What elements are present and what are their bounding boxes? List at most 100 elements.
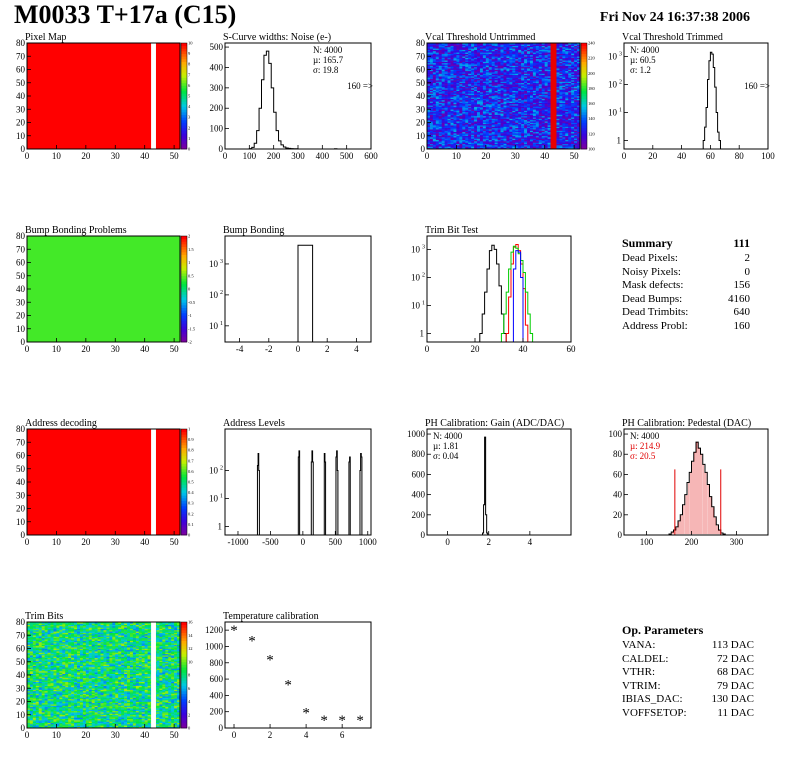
stats-sigma: σ: 0.04 xyxy=(433,451,459,461)
y-tick-label: 20 xyxy=(416,118,426,128)
palette-tick-label: 0.3 xyxy=(188,501,194,506)
palette-step xyxy=(181,471,187,475)
palette-step xyxy=(181,714,187,718)
palette-step xyxy=(581,138,587,142)
y-tick-exponent: 3 xyxy=(619,51,622,57)
chart-title: Address decoding xyxy=(25,418,97,429)
x-tick-label: -1000 xyxy=(227,537,248,547)
y-tick-exponent: 2 xyxy=(220,290,223,296)
y-tick-label: 60 xyxy=(16,65,26,75)
histogram-bin xyxy=(689,472,692,535)
y-tick-label: 10 xyxy=(416,131,426,141)
palette-tick-label: -1 xyxy=(188,313,192,318)
palette-step xyxy=(181,452,187,456)
palette-step xyxy=(181,312,187,316)
palette-step xyxy=(181,246,187,250)
palette-step xyxy=(181,143,187,147)
y-tick-exponent: 1 xyxy=(422,300,425,306)
x-tick-label: 40 xyxy=(677,151,687,161)
x-tick-label: 500 xyxy=(329,537,343,547)
y-tick-label: 400 xyxy=(412,490,426,500)
palette-step xyxy=(181,138,187,142)
palette-frame xyxy=(180,428,188,536)
overflow-label: 160 => xyxy=(744,81,770,91)
chart-title: Bump Bonding xyxy=(223,225,284,236)
x-tick-label: 60 xyxy=(567,344,577,354)
palette-tick-label: 0.8 xyxy=(188,448,194,453)
palette-step xyxy=(181,93,187,97)
palette-step xyxy=(181,648,187,652)
palette-tick-label: 220 xyxy=(588,56,596,61)
y-tick-label: 0 xyxy=(21,530,26,540)
palette-tick-label: 5 xyxy=(188,94,191,99)
y-tick-label: 30 xyxy=(16,490,26,500)
palette-step xyxy=(581,93,587,97)
chart-title: Pixel Map xyxy=(25,32,66,43)
op-param-value: 72 DAC xyxy=(717,652,754,665)
palette-tick-label: 160 xyxy=(588,101,596,106)
palette-step xyxy=(181,125,187,129)
palette-step xyxy=(181,693,187,697)
op-param-row: VOFFSETOP: 11 DAC xyxy=(622,707,754,721)
palette-tick-label: 200 xyxy=(588,71,596,76)
palette-step xyxy=(581,90,587,94)
op-param-value: 68 DAC xyxy=(717,666,754,678)
palette-step xyxy=(181,656,187,660)
histogram-bin xyxy=(682,504,685,535)
x-tick-label: 20 xyxy=(648,151,658,161)
scatter-point: * xyxy=(230,623,238,639)
palette-step xyxy=(181,629,187,633)
heatmap-cells xyxy=(27,622,181,729)
y-tick-label: 10 xyxy=(608,107,618,117)
palette-step xyxy=(181,318,187,322)
palette-step xyxy=(181,320,187,324)
y-tick-label: 500 xyxy=(210,42,224,52)
y-tick-label: 1200 xyxy=(205,625,224,635)
x-tick-label: 20 xyxy=(81,537,91,547)
palette-step xyxy=(181,270,187,274)
palette-step xyxy=(181,85,187,89)
histogram-outline xyxy=(482,436,489,535)
x-tick-label: 0 xyxy=(425,344,430,354)
palette-step xyxy=(181,685,187,689)
stats-mean: µ: 165.7 xyxy=(313,55,344,65)
palette-step xyxy=(181,273,187,277)
y-tick-label: 100 xyxy=(210,124,224,134)
palette-tick-label: -0.5 xyxy=(188,300,196,305)
palette-step xyxy=(181,117,187,121)
histogram-bin xyxy=(711,506,714,535)
x-tick-label: 10 xyxy=(452,151,462,161)
x-tick-label: 0 xyxy=(25,151,30,161)
x-tick-label: 30 xyxy=(111,151,121,161)
x-tick-label: 40 xyxy=(519,344,529,354)
y-tick-label: 60 xyxy=(416,65,426,75)
palette-tick-label: 2 xyxy=(188,125,190,130)
histogram-bin xyxy=(675,526,678,535)
palette-step xyxy=(181,627,187,631)
palette-tick-label: 2 xyxy=(188,712,190,717)
palette-tick-label: 0 xyxy=(188,147,191,152)
palette-step xyxy=(181,431,187,435)
x-tick-label: 20 xyxy=(81,344,91,354)
palette-step xyxy=(181,146,187,150)
chart-title: PH Calibration: Pedestal (DAC) xyxy=(622,418,751,429)
palette-step xyxy=(181,495,187,499)
histogram-bin xyxy=(698,448,701,535)
palette-tick-label: 3 xyxy=(188,115,191,120)
palette-step xyxy=(181,307,187,311)
palette-step xyxy=(181,249,187,253)
y-tick-label: 40 xyxy=(613,490,623,500)
x-tick-label: 600 xyxy=(364,151,378,161)
chart-title: Bump Bonding Problems xyxy=(25,225,127,236)
palette-step xyxy=(581,106,587,110)
palette-step xyxy=(581,53,587,57)
palette-tick-label: 0 xyxy=(188,287,191,292)
x-tick-label: 80 xyxy=(735,151,745,161)
palette-tick-label: 9 xyxy=(188,51,191,56)
palette-step xyxy=(581,119,587,123)
palette-step xyxy=(181,119,187,123)
palette-step xyxy=(581,141,587,145)
